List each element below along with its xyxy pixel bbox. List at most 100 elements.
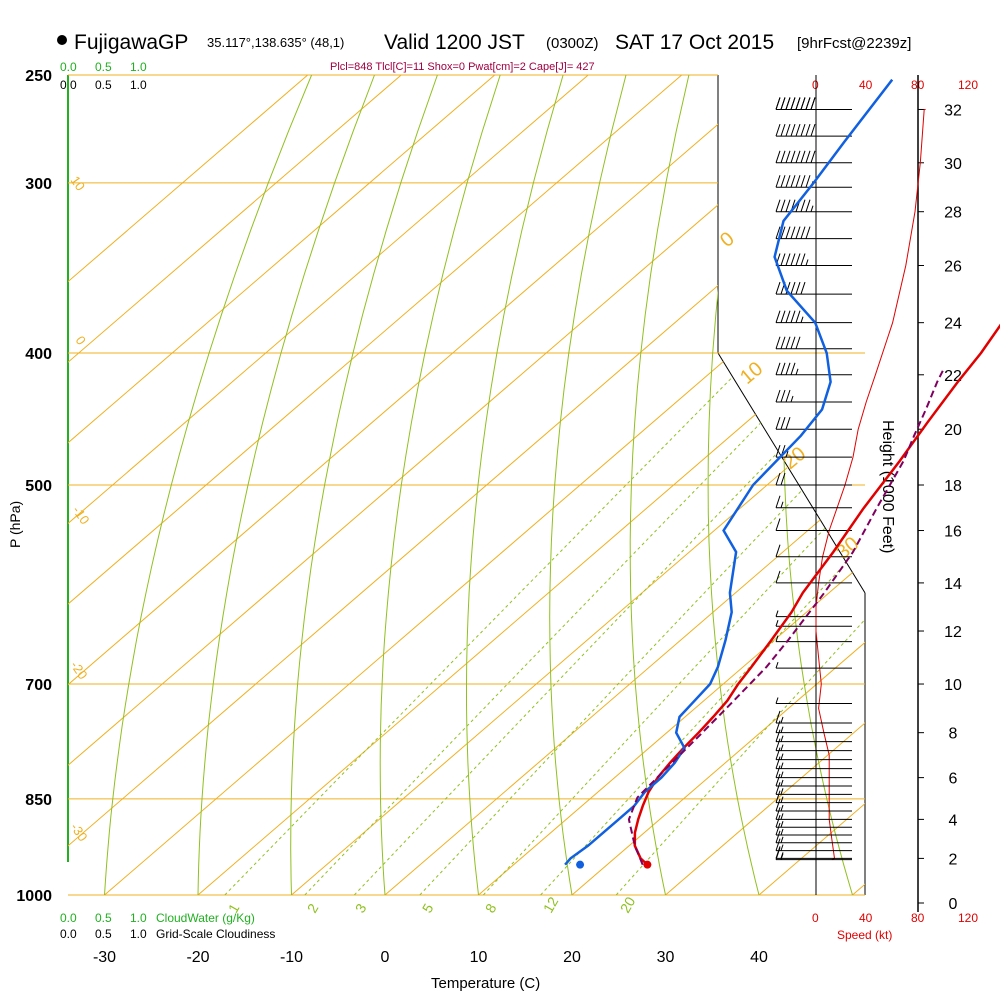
dewpoint-line bbox=[564, 78, 894, 866]
mixing-ratio-line bbox=[482, 352, 865, 895]
wind-barb-18 bbox=[775, 697, 852, 704]
wind-barb-37 bbox=[775, 199, 852, 213]
isotherm-line bbox=[104, 75, 865, 895]
station-coords: 35.117°,138.635° (48,1) bbox=[207, 35, 344, 50]
mixing-ratio-line bbox=[353, 352, 865, 895]
mixing-ratio-line bbox=[540, 352, 865, 895]
height-tick-10: 10 bbox=[944, 677, 962, 694]
wind-barb-11 bbox=[775, 765, 852, 779]
height-tick-6: 6 bbox=[949, 771, 958, 788]
wind-barb-39 bbox=[775, 150, 852, 164]
mixing-ratio-line bbox=[419, 352, 865, 895]
sounding-indices: Plcl=848 Tlcl[C]=11 Shox=0 Pwat[cm]=2 Ca… bbox=[330, 61, 595, 73]
cloud-water-tick-top-0: 0.0 bbox=[60, 60, 77, 74]
temperature-tick-40: 40 bbox=[750, 949, 768, 966]
temperature-tick-0: 0 bbox=[381, 949, 390, 966]
wind-barb-14 bbox=[775, 738, 852, 752]
temperature-tick-30: 30 bbox=[657, 949, 675, 966]
mixing-ratio-line bbox=[615, 352, 865, 895]
station-name: FujigawaGP bbox=[74, 31, 188, 54]
mixing-ratio-line bbox=[304, 352, 830, 895]
wind-barb-5 bbox=[775, 815, 852, 828]
cloudiness-tick-bottom-0: 0.0 bbox=[60, 927, 77, 941]
cloudiness-tick-bottom-1: 0.5 bbox=[95, 927, 112, 941]
wind-barb-30 bbox=[775, 389, 852, 403]
wind-barb-36 bbox=[775, 226, 852, 240]
wind-barb-28 bbox=[775, 444, 852, 458]
speed-tick-bottom-2: 80 bbox=[911, 911, 925, 925]
isotherm-line bbox=[68, 75, 589, 895]
temperature-tick--30: -30 bbox=[93, 949, 116, 966]
height-tick-8: 8 bbox=[949, 726, 958, 743]
temperature-surface-marker bbox=[643, 860, 652, 869]
cloudiness-tick-top-1: 0.5 bbox=[95, 78, 112, 92]
forecast-label: [9hrFcst@2239z] bbox=[797, 35, 911, 52]
dry-adiabat bbox=[290, 75, 438, 895]
speed-tick-bottom-0: 0 bbox=[812, 911, 819, 925]
dry-adiabat bbox=[104, 75, 313, 895]
mixing-ratio-label-2: 2 bbox=[304, 901, 322, 916]
pressure-tick-250: 250 bbox=[25, 68, 52, 85]
wind-barb-22 bbox=[775, 610, 852, 618]
height-tick-26: 26 bbox=[944, 259, 962, 276]
mixing-ratio-label-5: 5 bbox=[419, 901, 437, 916]
wind-barb-34 bbox=[775, 281, 852, 295]
height-tick-18: 18 bbox=[944, 478, 962, 495]
wind-barb-21 bbox=[775, 620, 852, 627]
isotherm-line bbox=[291, 75, 865, 895]
wind-barb-32 bbox=[775, 336, 852, 350]
wind-barb-27 bbox=[775, 472, 852, 486]
isotherm-line bbox=[68, 75, 683, 895]
isotherm-line bbox=[478, 75, 865, 895]
valid-time: Valid 1200 JST bbox=[384, 31, 525, 54]
dry-adiabat bbox=[997, 75, 1000, 895]
temperature-line bbox=[633, 323, 1000, 866]
speed-tick-top-1: 40 bbox=[859, 78, 873, 92]
mixing-ratio-label-20: 20 bbox=[617, 894, 639, 916]
plot-frame-diagonal bbox=[717, 352, 866, 594]
isotherm-line bbox=[68, 75, 496, 895]
mixing-ratio-line bbox=[224, 352, 757, 895]
speed-axis-label: Speed (kt) bbox=[837, 928, 892, 942]
wind-barb-15 bbox=[775, 729, 852, 743]
speed-tick-bottom-3: 120 bbox=[958, 911, 978, 925]
dry-adiabat bbox=[707, 75, 760, 895]
wind-barb-2 bbox=[775, 838, 852, 852]
temperature-tick--20: -20 bbox=[186, 949, 209, 966]
wind-barb-24 bbox=[775, 544, 852, 558]
isotherm-line bbox=[665, 75, 865, 895]
cloud-water-tick-top-1: 0.5 bbox=[95, 60, 112, 74]
wind-barb-40 bbox=[775, 123, 852, 137]
temperature-tick-20: 20 bbox=[563, 949, 581, 966]
height-tick-30: 30 bbox=[944, 156, 962, 173]
dry-adiabat bbox=[549, 75, 627, 895]
dewpoint-surface-marker bbox=[576, 860, 585, 869]
height-axis-label: Height (1000 Feet) bbox=[879, 420, 896, 553]
cloudiness-tick-top-2: 1.0 bbox=[130, 78, 147, 92]
wind-barb-1 bbox=[775, 846, 852, 859]
wind-barb-6 bbox=[775, 807, 852, 820]
isotherm-line bbox=[68, 75, 776, 895]
height-tick-14: 14 bbox=[944, 576, 962, 593]
height-tick-28: 28 bbox=[944, 205, 962, 222]
isotherm-line bbox=[68, 75, 402, 895]
wind-barb-29 bbox=[775, 417, 852, 430]
isotherm-line bbox=[68, 75, 865, 895]
parcel-line bbox=[627, 367, 946, 866]
cloud-water-tick-bottom-2: 1.0 bbox=[130, 911, 147, 925]
isotherm-label-4: -30 bbox=[68, 820, 91, 844]
cloud-water-tick-bottom-0: 0.0 bbox=[60, 911, 77, 925]
wind-barb-20 bbox=[775, 635, 852, 643]
valid-date: SAT 17 Oct 2015 bbox=[615, 31, 774, 54]
mixing-ratio-label-8: 8 bbox=[482, 901, 500, 916]
wind-barb-7 bbox=[775, 798, 852, 812]
isotherm-line bbox=[852, 75, 865, 895]
height-tick-2: 2 bbox=[949, 851, 958, 868]
height-tick-20: 20 bbox=[944, 422, 962, 439]
wind-barb-19 bbox=[775, 661, 852, 669]
isotherm-label-2: -10 bbox=[70, 503, 93, 527]
height-tick-4: 4 bbox=[949, 812, 958, 829]
height-tick-22: 22 bbox=[944, 368, 962, 385]
height-tick-32: 32 bbox=[944, 102, 962, 119]
isotherm-line bbox=[197, 75, 865, 895]
